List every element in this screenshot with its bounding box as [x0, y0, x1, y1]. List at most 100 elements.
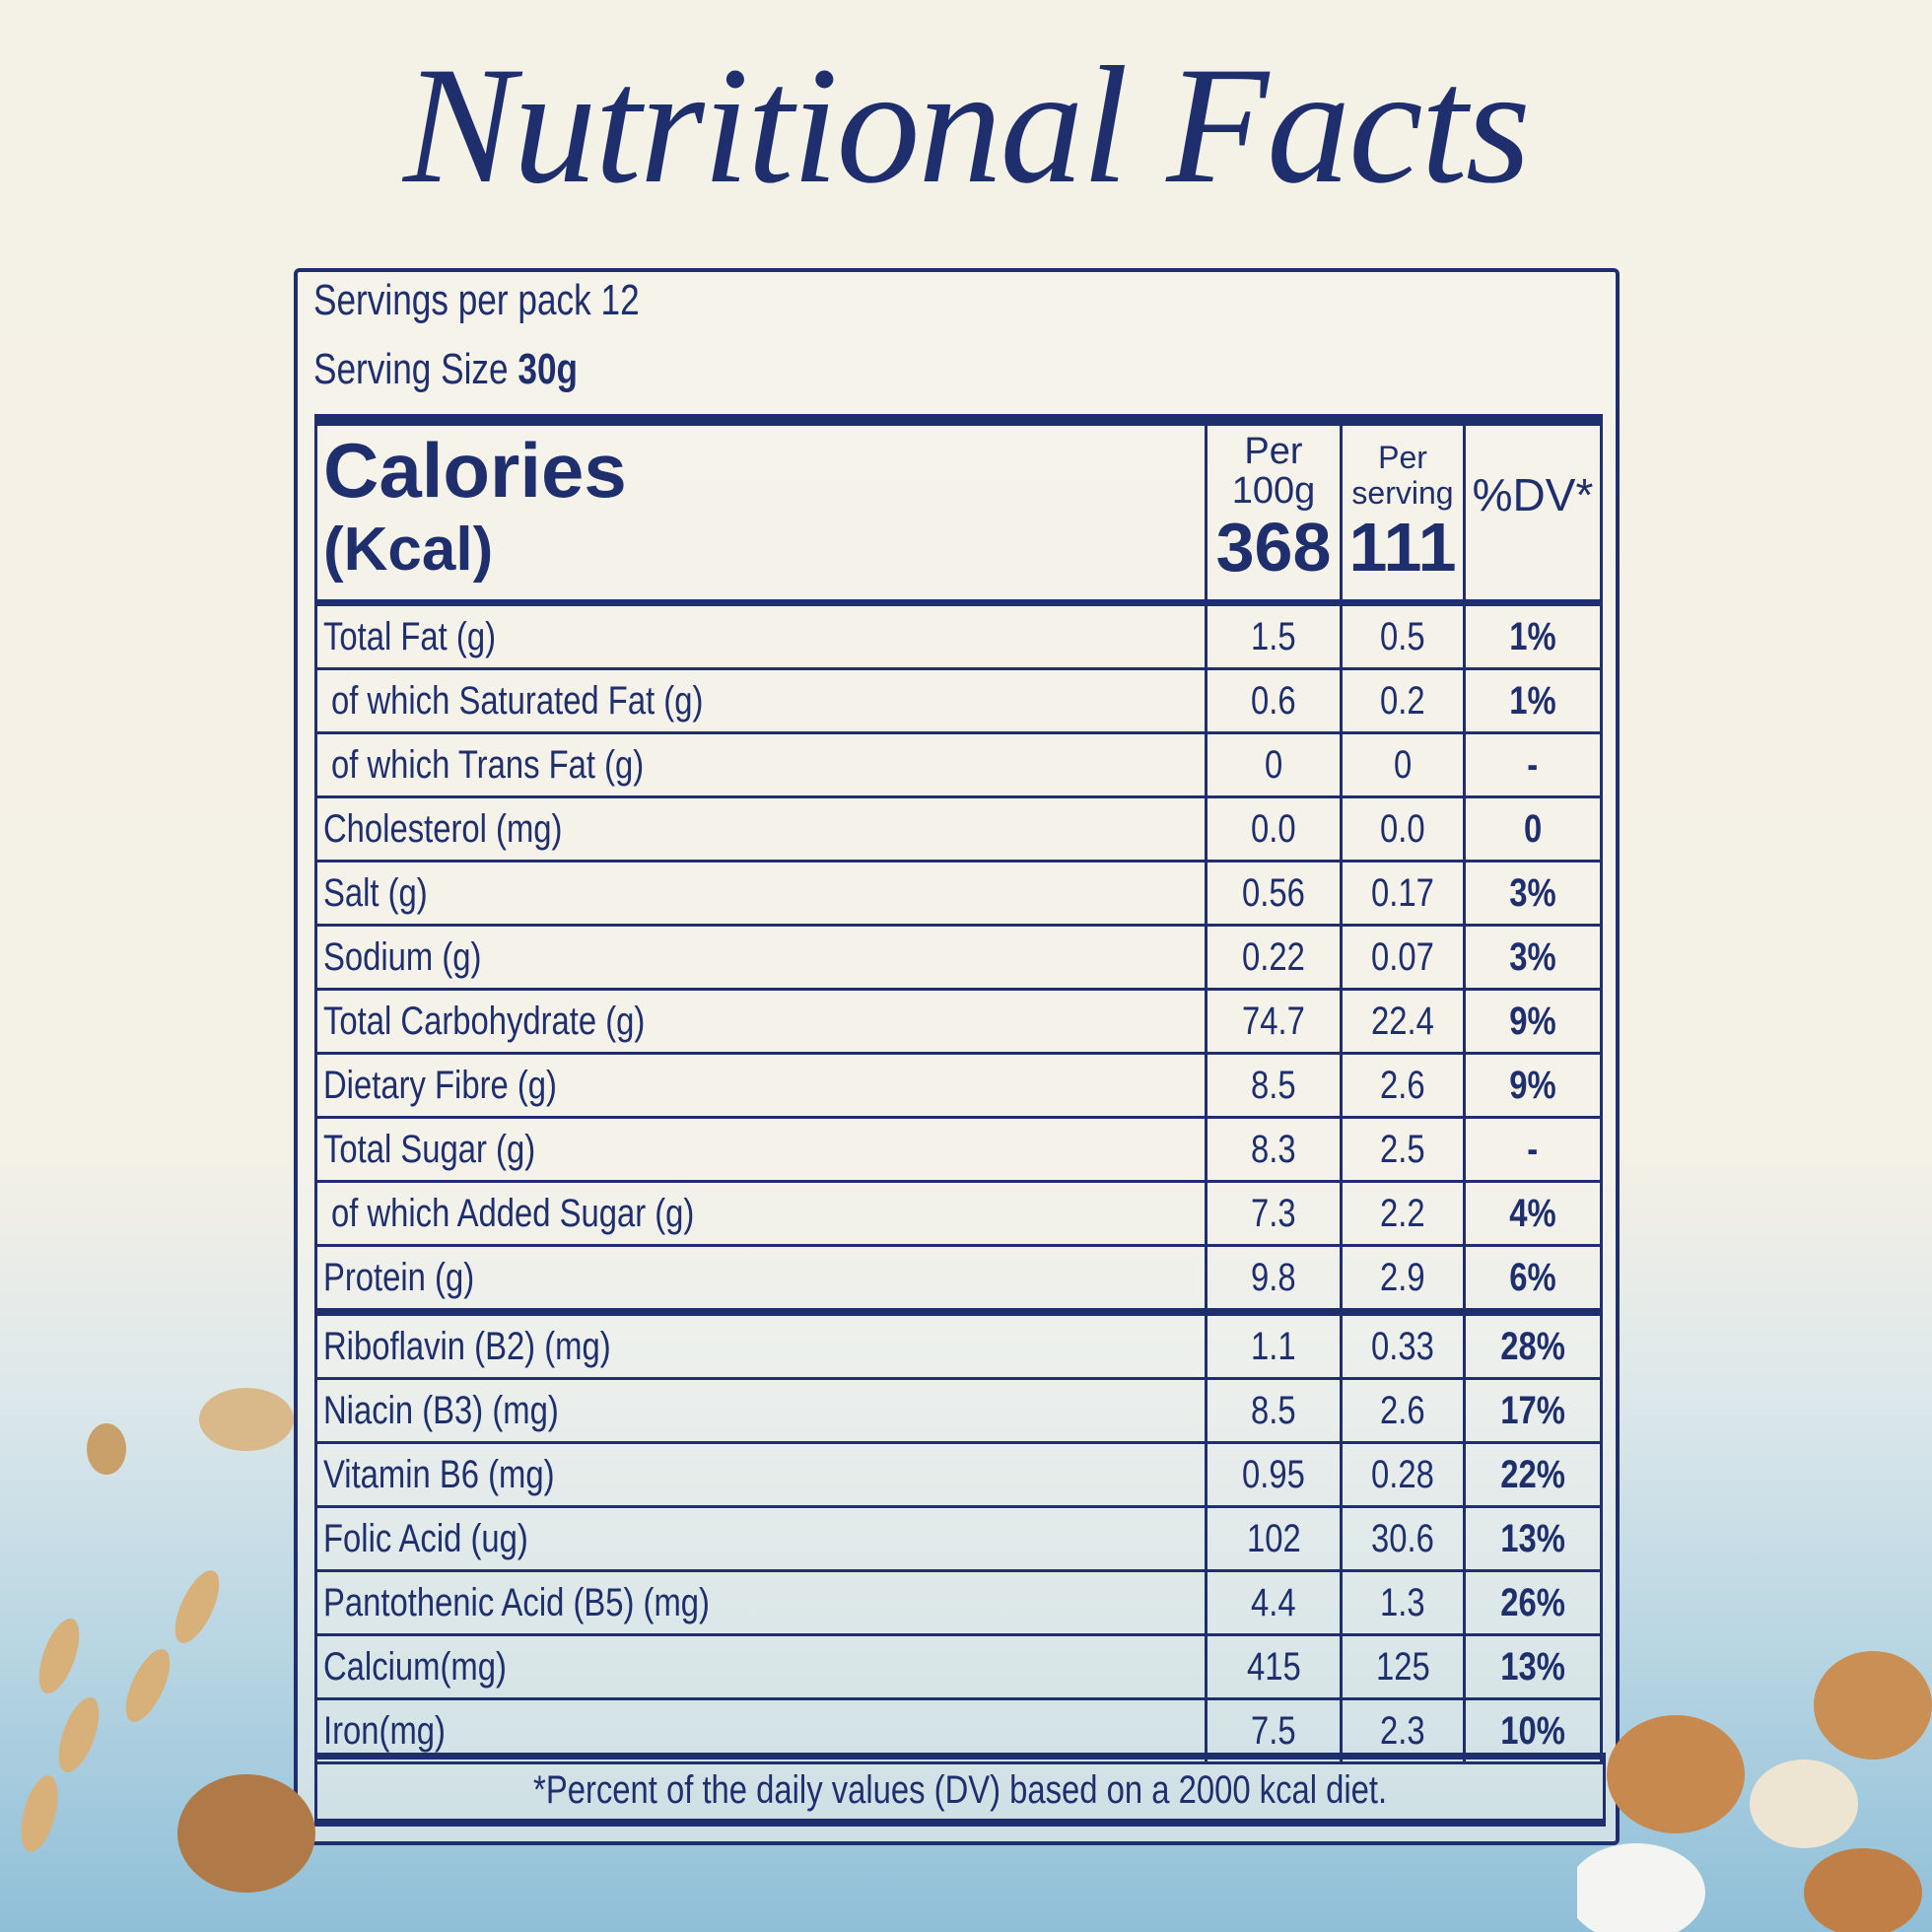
dv-cell: %DV* — [1463, 418, 1603, 606]
cell: 2.6 — [1340, 1052, 1466, 1119]
per-serving-value: 0.2 — [1380, 678, 1425, 723]
nutrient-name: Pantothenic Acid (B5) (mg) — [323, 1580, 710, 1624]
per-serving-value: 1.3 — [1380, 1580, 1425, 1624]
cereal-flake — [1607, 1715, 1745, 1833]
dv-value: 6% — [1509, 1255, 1556, 1299]
cell: Folic Acid (ug) — [314, 1505, 1208, 1572]
cell: Pantothenic Acid (B5) (mg) — [314, 1569, 1208, 1636]
cell: Salt (g) — [314, 860, 1208, 927]
per-100g-value: 0.6 — [1251, 678, 1296, 723]
nutrient-name: Cholesterol (mg) — [323, 806, 563, 851]
dv-value: 13% — [1500, 1516, 1565, 1560]
calories-unit: (Kcal) — [323, 516, 494, 584]
cell: 1.3 — [1340, 1569, 1466, 1636]
calories-serving: 111 — [1348, 509, 1457, 586]
cell: 9.8 — [1205, 1244, 1343, 1314]
dv-value: 13% — [1500, 1644, 1565, 1689]
serving-size-value: 30g — [518, 345, 579, 393]
cell: 0.28 — [1340, 1441, 1466, 1508]
nutrient-row: Vitamin B6 (mg) 0.95 0.28 22% — [314, 1441, 1603, 1508]
nutrient-name: Total Carbohydrate (g) — [323, 999, 646, 1043]
nutrient-row: Cholesterol (mg) 0.0 0.0 0 — [314, 795, 1603, 862]
cell: of which Trans Fat (g) — [314, 731, 1208, 798]
per-100g-value: 0.56 — [1242, 870, 1305, 915]
per-serving-value: 0 — [1393, 742, 1413, 787]
dv-value: 10% — [1500, 1708, 1565, 1753]
cell: Calcium(mg) — [314, 1633, 1208, 1700]
cell: 0.95 — [1205, 1441, 1343, 1508]
cell: 7.3 — [1205, 1180, 1343, 1247]
dv-value: 26% — [1500, 1580, 1565, 1624]
cell: 3% — [1463, 924, 1603, 991]
cell: 2.2 — [1340, 1180, 1466, 1247]
dv-value: 22% — [1500, 1452, 1565, 1496]
cell: 0.22 — [1205, 924, 1343, 991]
serving-size-label: Serving Size — [313, 345, 509, 393]
cell: - — [1463, 1116, 1603, 1183]
nutrient-name: Total Sugar (g) — [323, 1127, 536, 1171]
cell: 102 — [1205, 1505, 1343, 1572]
dv-value: 1% — [1509, 678, 1556, 723]
cell: 1% — [1463, 601, 1603, 670]
cereal-flake — [1804, 1848, 1922, 1932]
title: Nutritional Facts — [403, 33, 1531, 218]
nutrient-row: Riboflavin (B2) (mg) 1.1 0.33 28% — [314, 1308, 1603, 1380]
dv-value: 17% — [1500, 1388, 1565, 1432]
per-100g-value: 7.5 — [1251, 1708, 1296, 1753]
servings-label: Servings per pack — [313, 276, 591, 324]
cereal-flake — [1814, 1651, 1932, 1760]
dv-value: 9% — [1509, 1063, 1556, 1107]
nutrient-name: Total Fat (g) — [323, 614, 496, 658]
cell: 1% — [1463, 667, 1603, 734]
cell: 0.0 — [1340, 795, 1466, 862]
oat-flake — [199, 1388, 294, 1451]
nutrient-row: Pantothenic Acid (B5) (mg) 4.4 1.3 26% — [314, 1569, 1603, 1636]
cell: 8.5 — [1205, 1052, 1343, 1119]
nutrient-name: Iron(mg) — [323, 1708, 446, 1753]
per-serving-value: 0.28 — [1371, 1452, 1434, 1496]
nutrition-table: Calories (Kcal) Per 100g 368 Per serving 11… — [314, 414, 1603, 1764]
nutrient-row: Salt (g) 0.56 0.17 3% — [314, 860, 1603, 927]
cell: of which Added Sugar (g) — [314, 1180, 1208, 1247]
calories-cell: Calories (Kcal) — [314, 418, 1208, 606]
per-100g-value: 7.3 — [1251, 1191, 1296, 1235]
dv-value: 28% — [1500, 1324, 1565, 1368]
oat-flake — [87, 1423, 126, 1475]
cell: 0.56 — [1205, 860, 1343, 927]
servings: Servings per pack 12 — [313, 276, 640, 325]
cell: 30.6 — [1340, 1505, 1466, 1572]
per-100g-value: 9.8 — [1251, 1255, 1296, 1299]
per-serving-value: 2.5 — [1380, 1127, 1425, 1171]
per-serving-value: 30.6 — [1371, 1516, 1434, 1560]
cell: 2.9 — [1340, 1244, 1466, 1314]
servings-value: 12 — [600, 276, 640, 324]
wheat-ears — [21, 1570, 220, 1852]
per-serving-value: 0.17 — [1371, 870, 1434, 915]
nutrient-row: Total Fat (g) 1.5 0.5 1% — [314, 601, 1603, 670]
per-serving-header: Per serving — [1351, 440, 1454, 511]
cell: 0.6 — [1205, 667, 1343, 734]
cell: 22% — [1463, 1441, 1603, 1508]
nutrient-name: of which Saturated Fat (g) — [331, 678, 704, 723]
nutrient-name: Vitamin B6 (mg) — [323, 1452, 555, 1496]
cell: 4.4 — [1205, 1569, 1343, 1636]
per-100g-value: 0.22 — [1242, 934, 1305, 979]
per-100g-value: 1.1 — [1251, 1324, 1296, 1368]
per-serving-value: 0.07 — [1371, 934, 1434, 979]
cell: 2.6 — [1340, 1377, 1466, 1444]
cell: 3% — [1463, 860, 1603, 927]
per-100g-value: 74.7 — [1242, 999, 1305, 1043]
cell: 8.5 — [1205, 1377, 1343, 1444]
cell: 0.33 — [1340, 1308, 1466, 1380]
cell: 26% — [1463, 1569, 1603, 1636]
nutrient-name: Riboflavin (B2) (mg) — [323, 1324, 611, 1368]
cell: Total Carbohydrate (g) — [314, 988, 1208, 1055]
cell: 1.1 — [1205, 1308, 1343, 1380]
per-serving-value: 0.33 — [1371, 1324, 1434, 1368]
cereal-flake — [177, 1774, 315, 1893]
per-serving-value: 0.0 — [1380, 806, 1425, 851]
nutrient-row: of which Trans Fat (g) 0 0 - — [314, 731, 1603, 798]
nutrient-name: Dietary Fibre (g) — [323, 1063, 557, 1107]
nutrient-row: Sodium (g) 0.22 0.07 3% — [314, 924, 1603, 991]
cell: 0 — [1340, 731, 1466, 798]
